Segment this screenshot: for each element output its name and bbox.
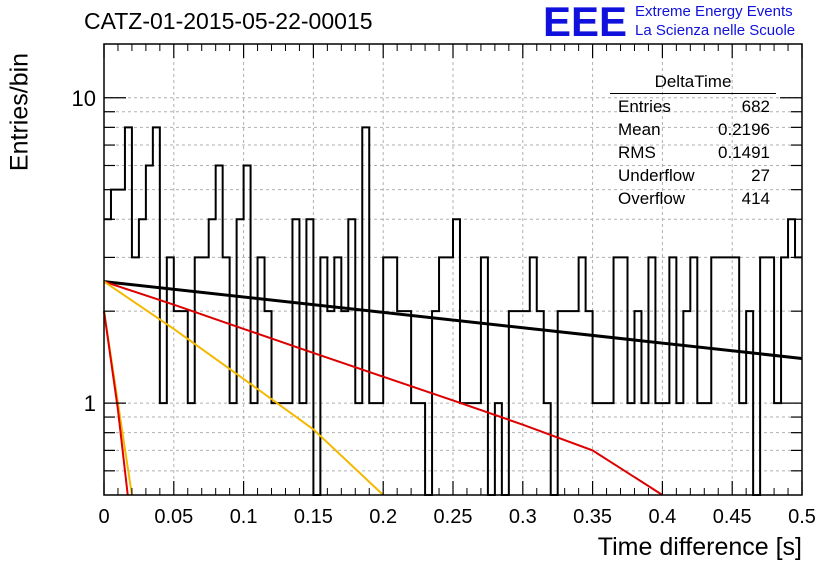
fit-curve <box>103 311 129 496</box>
y-tick-label: 10 <box>72 86 96 111</box>
stats-box: DeltaTime Entries 682 Mean 0.2196 RMS 0.… <box>610 72 776 210</box>
x-tick-label: 0.35 <box>573 506 612 528</box>
y-tick-label: 1 <box>84 391 96 416</box>
x-tick-label: 0.5 <box>788 506 816 528</box>
eee-logo: EEE Extreme Energy Events La Scienza nel… <box>543 0 795 45</box>
eee-logo-text: Extreme Energy Events La Scienza nelle S… <box>635 2 795 40</box>
x-tick-label: 0.1 <box>230 506 258 528</box>
x-tick-label: 0.05 <box>154 506 193 528</box>
stats-label: Mean <box>618 120 661 139</box>
eee-logo-line1: Extreme Energy Events <box>635 3 793 20</box>
eee-logo-line2: La Scienza nelle Scuole <box>635 22 796 39</box>
stats-value: 0.1491 <box>718 143 770 162</box>
stats-row-mean: Mean 0.2196 <box>610 118 776 141</box>
y-axis-title-text: Entries/bin <box>5 52 34 172</box>
fit-curve <box>103 280 803 360</box>
y-axis-title: Entries/bin <box>4 40 36 185</box>
x-tick-label: 0.25 <box>434 506 473 528</box>
stats-value: 0.2196 <box>718 120 770 139</box>
fit-curve <box>103 280 663 496</box>
plot-area <box>104 44 802 495</box>
x-tick-label: 0 <box>98 506 109 528</box>
histogram-line <box>104 126 802 496</box>
eee-logo-mark: EEE <box>543 0 628 45</box>
stats-row-overflow: Overflow 414 <box>610 187 776 210</box>
x-axis-title: Time difference [s] <box>597 533 802 561</box>
stats-value: 27 <box>751 166 770 185</box>
stats-label: RMS <box>618 143 656 162</box>
x-tick-label: 0.4 <box>648 506 676 528</box>
fit-curve <box>103 280 384 496</box>
x-tick-label: 0.3 <box>509 506 537 528</box>
x-tick-label: 0.45 <box>713 506 752 528</box>
x-tick-label: 0.2 <box>369 506 397 528</box>
stats-label: Overflow <box>618 189 686 208</box>
run-title: CATZ-01-2015-05-22-00015 <box>84 8 373 34</box>
stats-row-rms: RMS 0.1491 <box>610 141 776 164</box>
stats-label: Underflow <box>618 166 695 185</box>
stats-value: 414 <box>741 189 770 208</box>
stats-row-underflow: Underflow 27 <box>610 164 776 187</box>
stats-label: Entries <box>618 97 671 116</box>
x-tick-label: 0.15 <box>294 506 333 528</box>
stats-row-entries: Entries 682 <box>610 95 776 118</box>
stats-value: 682 <box>741 97 770 116</box>
stats-title: DeltaTime <box>610 72 776 94</box>
